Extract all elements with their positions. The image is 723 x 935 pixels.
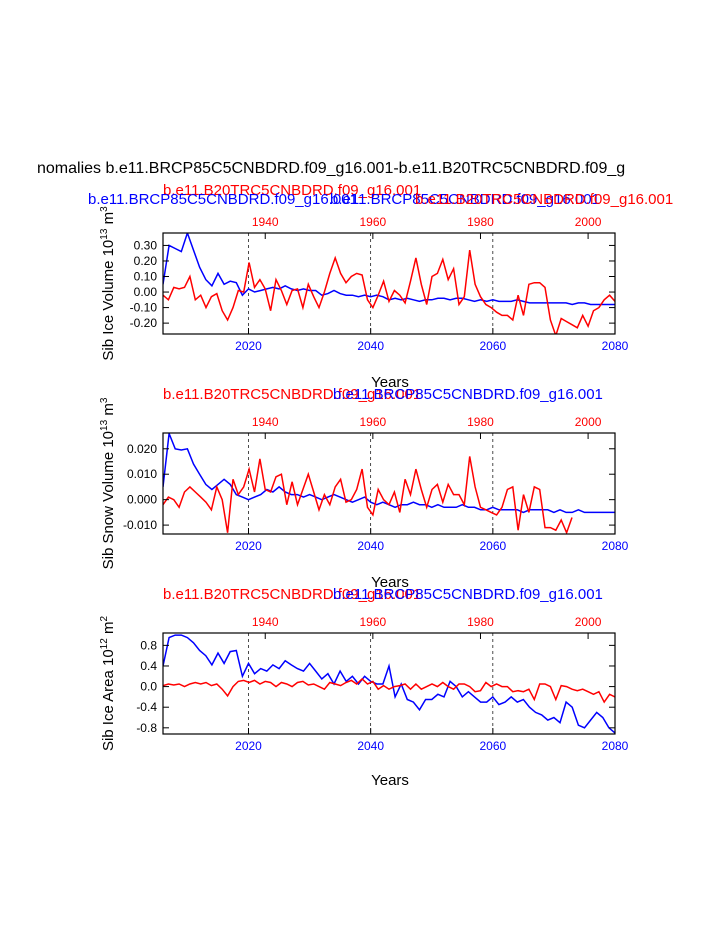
- case-label: b.e11.B20TRC5CNBDRD.f09_g16.001: [415, 191, 673, 208]
- x-axis-label: Years: [371, 374, 409, 391]
- top-x-tick-label: 2000: [575, 215, 602, 229]
- x-tick-label: 2040: [357, 539, 384, 553]
- y-tick-label: 0.000: [127, 493, 157, 507]
- y-tick-label: 0.20: [134, 254, 158, 268]
- top-x-tick-label: 1960: [360, 615, 387, 629]
- y-axis-label-part: Sib Ice Area 10: [100, 649, 117, 751]
- top-x-tick-label: 1960: [360, 215, 387, 229]
- y-tick-label: 0.10: [134, 270, 158, 284]
- case-label: b.e11.BRCP85C5CNBDRD.f09_g16.001: [333, 386, 603, 403]
- case-label: b.e11.B20TRC5CNBDRD.f09_g16.001: [163, 386, 421, 403]
- y-tick-label: 0.8: [140, 638, 157, 652]
- case-label: b.e11.B20TRC5CNBDRD.f09_g16.001: [163, 586, 421, 603]
- y-tick-label: 0.4: [140, 659, 157, 673]
- y-tick-label: -0.4: [136, 700, 157, 714]
- y-axis-label-part: Sib Ice Volume 10: [100, 240, 117, 361]
- series-line-hist: [163, 456, 573, 534]
- y-tick-label: -0.010: [123, 518, 157, 532]
- case-label: b.e11.BRCP85C5CNBDRD.f09_g16.001: [88, 191, 358, 208]
- case-label: b.e11.BRCP85C5CNBDRD.f09_g16.001: [330, 191, 600, 208]
- top-x-tick-label: 1980: [467, 415, 494, 429]
- x-tick-label: 2020: [235, 339, 262, 353]
- y-axis-label-sup: 12: [99, 638, 110, 650]
- panel-p1: -0.20-0.10 0.000.10 0.20 0.30 2020 2040 2060 20…: [88, 182, 673, 391]
- series-line-rcp: [163, 634, 615, 734]
- y-tick-label: 0.010: [127, 467, 157, 481]
- y-tick-label: 0.00: [134, 285, 158, 299]
- y-tick-label: -0.10: [130, 301, 158, 315]
- x-tick-label: 2040: [357, 339, 384, 353]
- y-axis-label-part: Sib Snow Volume 10: [100, 431, 117, 569]
- y-tick-label: 0.020: [127, 442, 157, 456]
- top-x-tick-label: 1940: [252, 415, 279, 429]
- top-x-tick-label: 1980: [467, 215, 494, 229]
- y-tick-label: -0.20: [130, 316, 158, 330]
- y-axis-label-part: m: [100, 622, 117, 639]
- y-tick-label: 0.30: [134, 238, 158, 252]
- panel-p2: -0.010 0.000 0.010 0.020 2020 2040 2060 2080 194…: [99, 386, 629, 591]
- y-axis-label-part: m: [100, 403, 117, 420]
- x-tick-label: 2020: [235, 739, 262, 753]
- x-tick-label: 2020: [235, 539, 262, 553]
- main-title: nomalies b.e11.BRCP85C5CNBDRD.f09_g16.00…: [37, 160, 625, 177]
- x-axis-label: Years: [371, 574, 409, 591]
- y-tick-label: -0.8: [136, 721, 157, 735]
- y-axis-label-part: m: [100, 212, 117, 229]
- plot-frame: [162, 632, 616, 735]
- y-axis-label-sup: 13: [99, 419, 110, 431]
- y-axis-label-sup: 2: [99, 616, 110, 622]
- plot-frame: [162, 432, 616, 535]
- panel-p3: -0.8 -0.4 0.0 0.4 0.8 2020 2040 2060 2080 1940 196…: [99, 586, 629, 789]
- x-tick-label: 2060: [479, 339, 506, 353]
- x-tick-label: 2060: [479, 539, 506, 553]
- y-axis-label-sup: 3: [99, 397, 110, 403]
- top-x-tick-label: 1940: [252, 215, 279, 229]
- series-line-hist: [163, 249, 615, 334]
- y-axis-label: Sib Snow Volume 1013 m3: [99, 397, 117, 569]
- y-axis-label: Sib Ice Area 1012 m2: [99, 616, 117, 752]
- case-label: b.e11.BRCP85C5CNBDRD.f09_g16.001: [333, 586, 603, 603]
- top-x-tick-label: 1940: [252, 615, 279, 629]
- top-x-tick-label: 2000: [575, 415, 602, 429]
- top-x-tick-label: 1980: [467, 615, 494, 629]
- top-x-tick-label: 1960: [360, 415, 387, 429]
- x-tick-label: 2060: [479, 739, 506, 753]
- series-line-hist: [163, 677, 615, 704]
- x-tick-label: 2080: [602, 339, 629, 353]
- x-tick-label: 2080: [602, 739, 629, 753]
- y-axis-label: Sib Ice Volume 1013 m3: [99, 206, 117, 361]
- plot-frame: [162, 232, 616, 335]
- top-x-tick-label: 2000: [575, 615, 602, 629]
- case-label: b.e11.B20TRC5CNBDRD.f09_g16.001: [163, 182, 421, 199]
- x-axis-label: Years: [371, 772, 409, 789]
- x-tick-label: 2040: [357, 739, 384, 753]
- y-axis-label-sup: 13: [99, 228, 110, 240]
- series-line-rcp: [163, 233, 615, 306]
- y-tick-label: 0.0: [140, 680, 157, 694]
- x-tick-label: 2080: [602, 539, 629, 553]
- y-axis-label-sup: 3: [99, 206, 110, 212]
